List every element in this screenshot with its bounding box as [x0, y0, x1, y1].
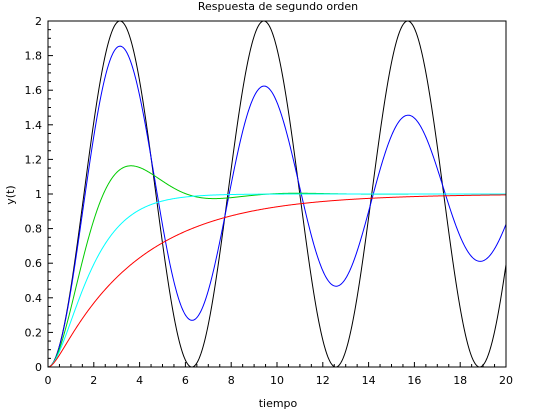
y-tick-label: 0.8	[25, 223, 43, 236]
series-line-0	[47, 20, 507, 368]
x-axis: 0 2 4 6 8 10 12 14 16 18 20	[45, 362, 513, 387]
y-tick-label: 1.8	[25, 50, 43, 63]
x-tick-label: 2	[90, 374, 97, 387]
x-tick-label: 14	[362, 374, 376, 387]
plot-lines	[47, 20, 507, 368]
y-tick-label: 0	[35, 361, 42, 374]
y-tick-label: 0.2	[25, 326, 43, 339]
x-tick-label: 6	[182, 374, 189, 387]
series-line-1	[47, 45, 507, 368]
y-axis-label: y(t)	[4, 185, 17, 204]
y-tick-label: 0.6	[25, 257, 43, 270]
y-tick-label: 0.4	[25, 292, 43, 305]
x-tick-label: 8	[228, 374, 235, 387]
y-axis: 0 0.2 0.4 0.6 0.8 1 1.2 1.4 1.6 1.8 2	[25, 15, 53, 374]
x-tick-label: 0	[45, 374, 52, 387]
chart-title: Respuesta de segundo orden	[198, 0, 358, 13]
x-tick-label: 20	[499, 374, 513, 387]
y-tick-label: 1.2	[25, 153, 43, 166]
x-tick-label: 10	[270, 374, 284, 387]
y-tick-label: 1	[35, 188, 42, 201]
x-tick-label: 16	[407, 374, 421, 387]
y-tick-label: 1.6	[25, 84, 43, 97]
series-line-3	[47, 193, 506, 368]
x-tick-label: 12	[316, 374, 330, 387]
y-tick-label: 2	[35, 15, 42, 28]
series-line-4	[47, 194, 506, 368]
y-tick-label: 1.4	[25, 119, 43, 132]
x-tick-label: 4	[136, 374, 143, 387]
x-tick-label: 18	[453, 374, 467, 387]
x-axis-label: tiempo	[259, 397, 298, 410]
